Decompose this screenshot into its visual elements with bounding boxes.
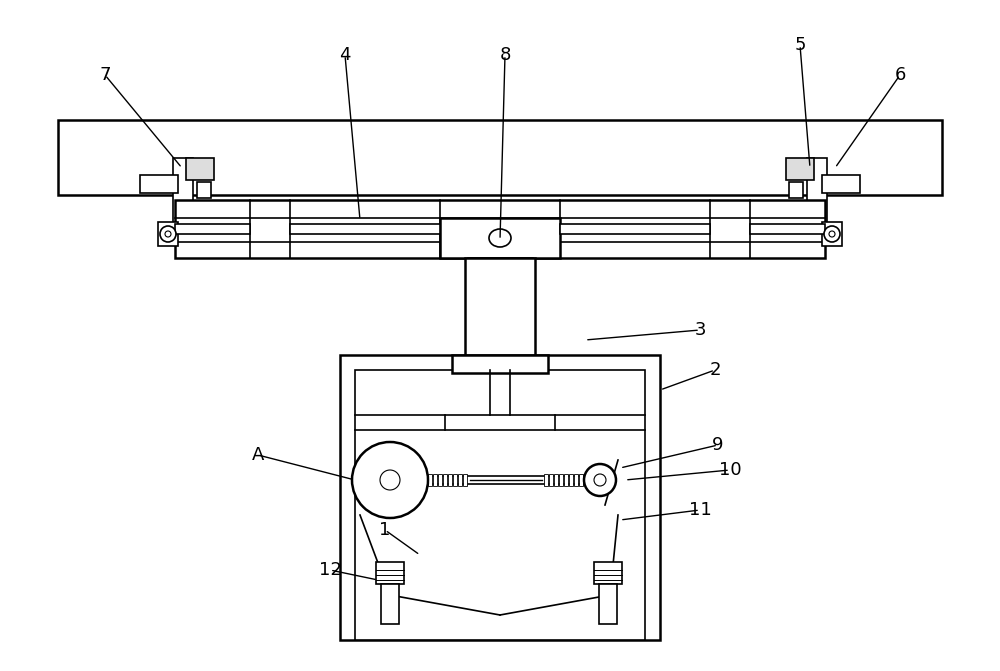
- Text: 4: 4: [339, 46, 351, 64]
- Text: 10: 10: [719, 461, 741, 479]
- Bar: [440, 218, 560, 258]
- Bar: [594, 562, 622, 584]
- Text: 5: 5: [794, 36, 806, 54]
- Text: 11: 11: [689, 501, 711, 519]
- Bar: [750, 224, 825, 234]
- Text: 8: 8: [499, 46, 511, 64]
- Bar: [448, 474, 452, 486]
- Bar: [463, 474, 467, 486]
- Bar: [443, 474, 447, 486]
- Circle shape: [594, 474, 606, 486]
- Bar: [564, 474, 568, 486]
- Bar: [58, 120, 942, 195]
- Bar: [544, 474, 548, 486]
- Bar: [197, 182, 211, 198]
- Bar: [428, 476, 584, 484]
- Bar: [452, 355, 548, 373]
- Bar: [807, 158, 827, 228]
- Bar: [433, 474, 437, 486]
- Bar: [554, 474, 558, 486]
- Bar: [574, 474, 578, 486]
- Text: A: A: [252, 446, 264, 464]
- Bar: [428, 474, 432, 486]
- Bar: [453, 474, 457, 486]
- Bar: [290, 224, 440, 234]
- Bar: [458, 474, 462, 486]
- Circle shape: [160, 226, 176, 242]
- Bar: [140, 175, 178, 193]
- Circle shape: [584, 464, 616, 496]
- Bar: [175, 224, 250, 234]
- Bar: [468, 258, 532, 288]
- Text: 1: 1: [379, 521, 391, 539]
- Text: 7: 7: [99, 66, 111, 84]
- Bar: [560, 224, 710, 234]
- Bar: [355, 370, 645, 640]
- Bar: [438, 474, 442, 486]
- Bar: [381, 584, 399, 624]
- Bar: [340, 355, 660, 640]
- Circle shape: [829, 231, 835, 237]
- Bar: [822, 222, 842, 246]
- Bar: [178, 228, 208, 250]
- Circle shape: [824, 226, 840, 242]
- Text: 12: 12: [319, 561, 341, 579]
- Bar: [822, 175, 860, 193]
- Circle shape: [165, 231, 171, 237]
- Bar: [158, 222, 178, 246]
- Bar: [579, 474, 583, 486]
- Bar: [792, 228, 822, 250]
- Bar: [786, 158, 814, 180]
- Bar: [569, 474, 573, 486]
- Bar: [376, 562, 404, 584]
- Ellipse shape: [489, 229, 511, 247]
- Bar: [559, 474, 563, 486]
- Bar: [549, 474, 553, 486]
- Text: 3: 3: [694, 321, 706, 339]
- Bar: [173, 158, 193, 228]
- Text: 9: 9: [712, 436, 724, 454]
- Circle shape: [380, 470, 400, 490]
- Bar: [465, 258, 535, 370]
- Bar: [186, 158, 214, 180]
- Bar: [599, 584, 617, 624]
- Text: 6: 6: [894, 66, 906, 84]
- Text: 2: 2: [709, 361, 721, 379]
- Bar: [175, 200, 825, 258]
- Circle shape: [352, 442, 428, 518]
- Bar: [789, 182, 803, 198]
